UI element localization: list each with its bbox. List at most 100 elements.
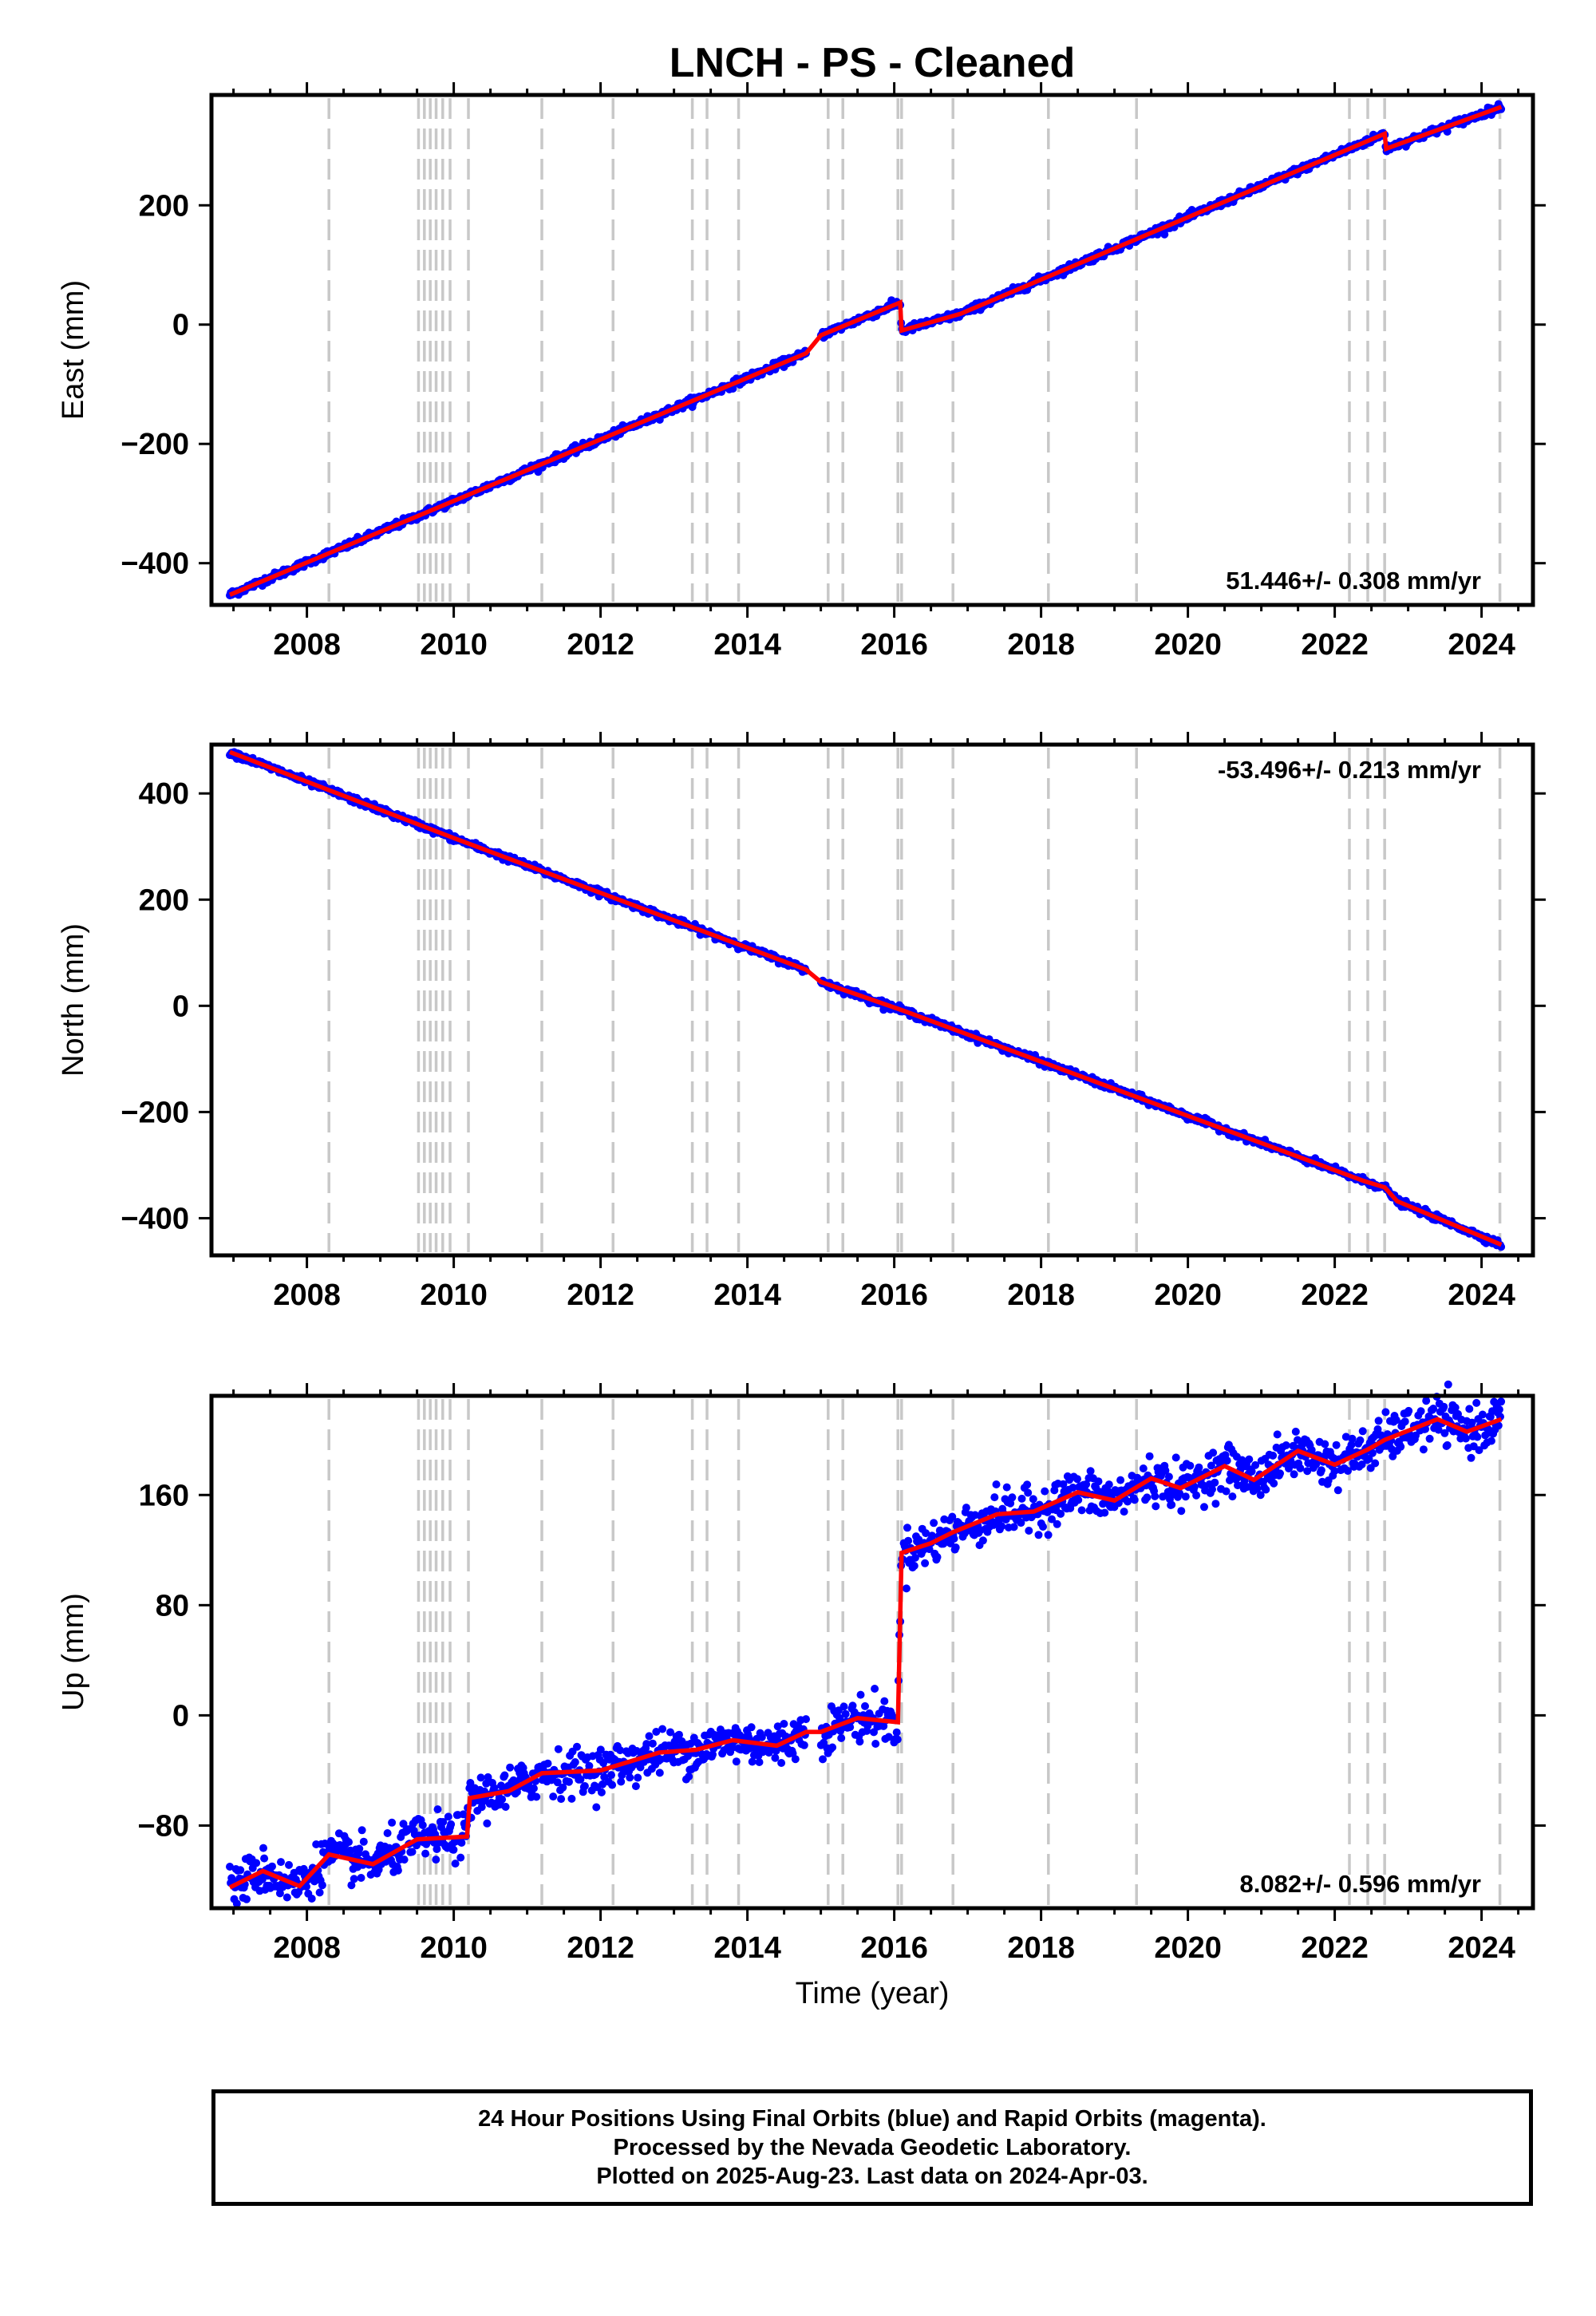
data-point	[1024, 1488, 1033, 1497]
y-tick-label: 0	[172, 990, 189, 1023]
y-tick-label: 0	[172, 309, 189, 342]
data-point	[1195, 1463, 1203, 1472]
data-point	[1296, 1464, 1305, 1472]
data-point	[802, 1715, 810, 1724]
data-point	[732, 1757, 741, 1766]
data-point	[1009, 1523, 1018, 1531]
data-point	[1262, 1485, 1270, 1494]
data-point	[1416, 1407, 1425, 1416]
data-point	[950, 1535, 958, 1543]
data-point	[1425, 1434, 1434, 1443]
data-point	[543, 1759, 552, 1768]
data-point	[856, 1690, 865, 1699]
data-point	[962, 1504, 970, 1512]
data-point	[1358, 1427, 1367, 1436]
data-point	[506, 1763, 515, 1772]
data-point	[1200, 1503, 1208, 1512]
data-point	[1053, 1520, 1061, 1528]
y-tick-label: 80	[156, 1589, 189, 1622]
data-point	[648, 1739, 657, 1748]
data-point	[350, 1875, 358, 1883]
data-point	[791, 1755, 800, 1764]
data-point	[236, 1866, 245, 1875]
y-tick-label: −200	[120, 1096, 189, 1129]
data-point	[260, 1854, 269, 1863]
x-tick-label: 2022	[1301, 1931, 1369, 1965]
data-point	[777, 1759, 786, 1767]
data-point	[1282, 1441, 1290, 1449]
data-point	[457, 1839, 466, 1847]
data-point	[819, 1755, 827, 1764]
data-point	[592, 1803, 601, 1812]
y-tick-label: 160	[139, 1479, 189, 1512]
rate-label: 51.446+/- 0.308 mm/yr	[1226, 567, 1481, 595]
data-point	[1130, 1496, 1139, 1504]
data-point	[1034, 1531, 1043, 1539]
data-point	[1025, 1527, 1033, 1535]
data-point	[1356, 1436, 1365, 1445]
data-point	[383, 1829, 392, 1837]
chart-title: LNCH - PS - Cleaned	[670, 40, 1076, 86]
data-point	[1186, 1461, 1195, 1470]
x-tick-label: 2008	[273, 1931, 341, 1965]
data-point	[828, 1743, 837, 1752]
data-point	[1116, 1476, 1125, 1484]
x-tick-label: 2014	[713, 1931, 781, 1965]
data-point	[285, 1860, 293, 1869]
data-point	[1164, 1472, 1173, 1481]
data-point	[567, 1794, 576, 1803]
data-point	[978, 1536, 987, 1545]
data-point	[1211, 1478, 1219, 1487]
data-point	[243, 1895, 251, 1903]
data-point	[358, 1826, 366, 1835]
y-axis-label: East (mm)	[57, 280, 90, 420]
data-point	[1209, 1448, 1218, 1457]
data-point	[1017, 1494, 1026, 1503]
data-point	[447, 1820, 456, 1828]
x-tick-label: 2022	[1301, 628, 1369, 662]
data-point	[930, 1519, 938, 1528]
data-point	[282, 1893, 291, 1902]
data-point	[631, 1782, 640, 1791]
data-point	[573, 1742, 581, 1751]
rate-label: 8.082+/- 0.596 mm/yr	[1240, 1870, 1481, 1898]
data-point	[444, 1812, 452, 1821]
data-point	[1094, 1477, 1103, 1486]
data-point	[904, 1536, 913, 1545]
data-point	[1400, 1417, 1409, 1426]
model-line-east	[228, 105, 1503, 597]
data-point	[1211, 1500, 1220, 1508]
data-point	[1167, 1500, 1176, 1509]
data-point	[871, 1685, 879, 1693]
data-point	[1273, 1430, 1282, 1439]
data-point	[1029, 1495, 1037, 1504]
data-point	[1321, 1440, 1329, 1448]
data-point	[432, 1856, 440, 1864]
data-point	[318, 1881, 326, 1890]
x-tick-label: 2014	[713, 628, 781, 662]
y-tick-label: 200	[139, 883, 189, 917]
data-point	[1044, 1531, 1053, 1539]
y-tick-label: −400	[120, 547, 189, 581]
event-lines-up	[327, 1399, 1502, 1905]
data-point	[1312, 1460, 1321, 1468]
x-tick-label: 2020	[1154, 628, 1222, 662]
x-tick-label: 2024	[1448, 1279, 1515, 1312]
data-point	[421, 1849, 430, 1858]
data-point	[408, 1848, 417, 1856]
data-point	[892, 1728, 901, 1737]
data-point	[1276, 1469, 1284, 1478]
data-point	[532, 1792, 541, 1801]
x-tick-label: 2024	[1448, 628, 1515, 662]
panel-up: 2008 2010 2012 2014 2016 2018 2020 2022 2024 −80 0…	[57, 1380, 1546, 1965]
data-point	[771, 1753, 780, 1762]
y-tick-label: −80	[138, 1809, 189, 1843]
x-tick-label: 2018	[1007, 1279, 1075, 1312]
data-point	[998, 1522, 1006, 1531]
data-point	[1151, 1492, 1159, 1500]
data-point	[307, 1895, 316, 1903]
data-point	[388, 1818, 397, 1827]
data-point	[1404, 1406, 1413, 1415]
data-point	[1160, 230, 1169, 239]
data-point	[951, 1543, 960, 1551]
